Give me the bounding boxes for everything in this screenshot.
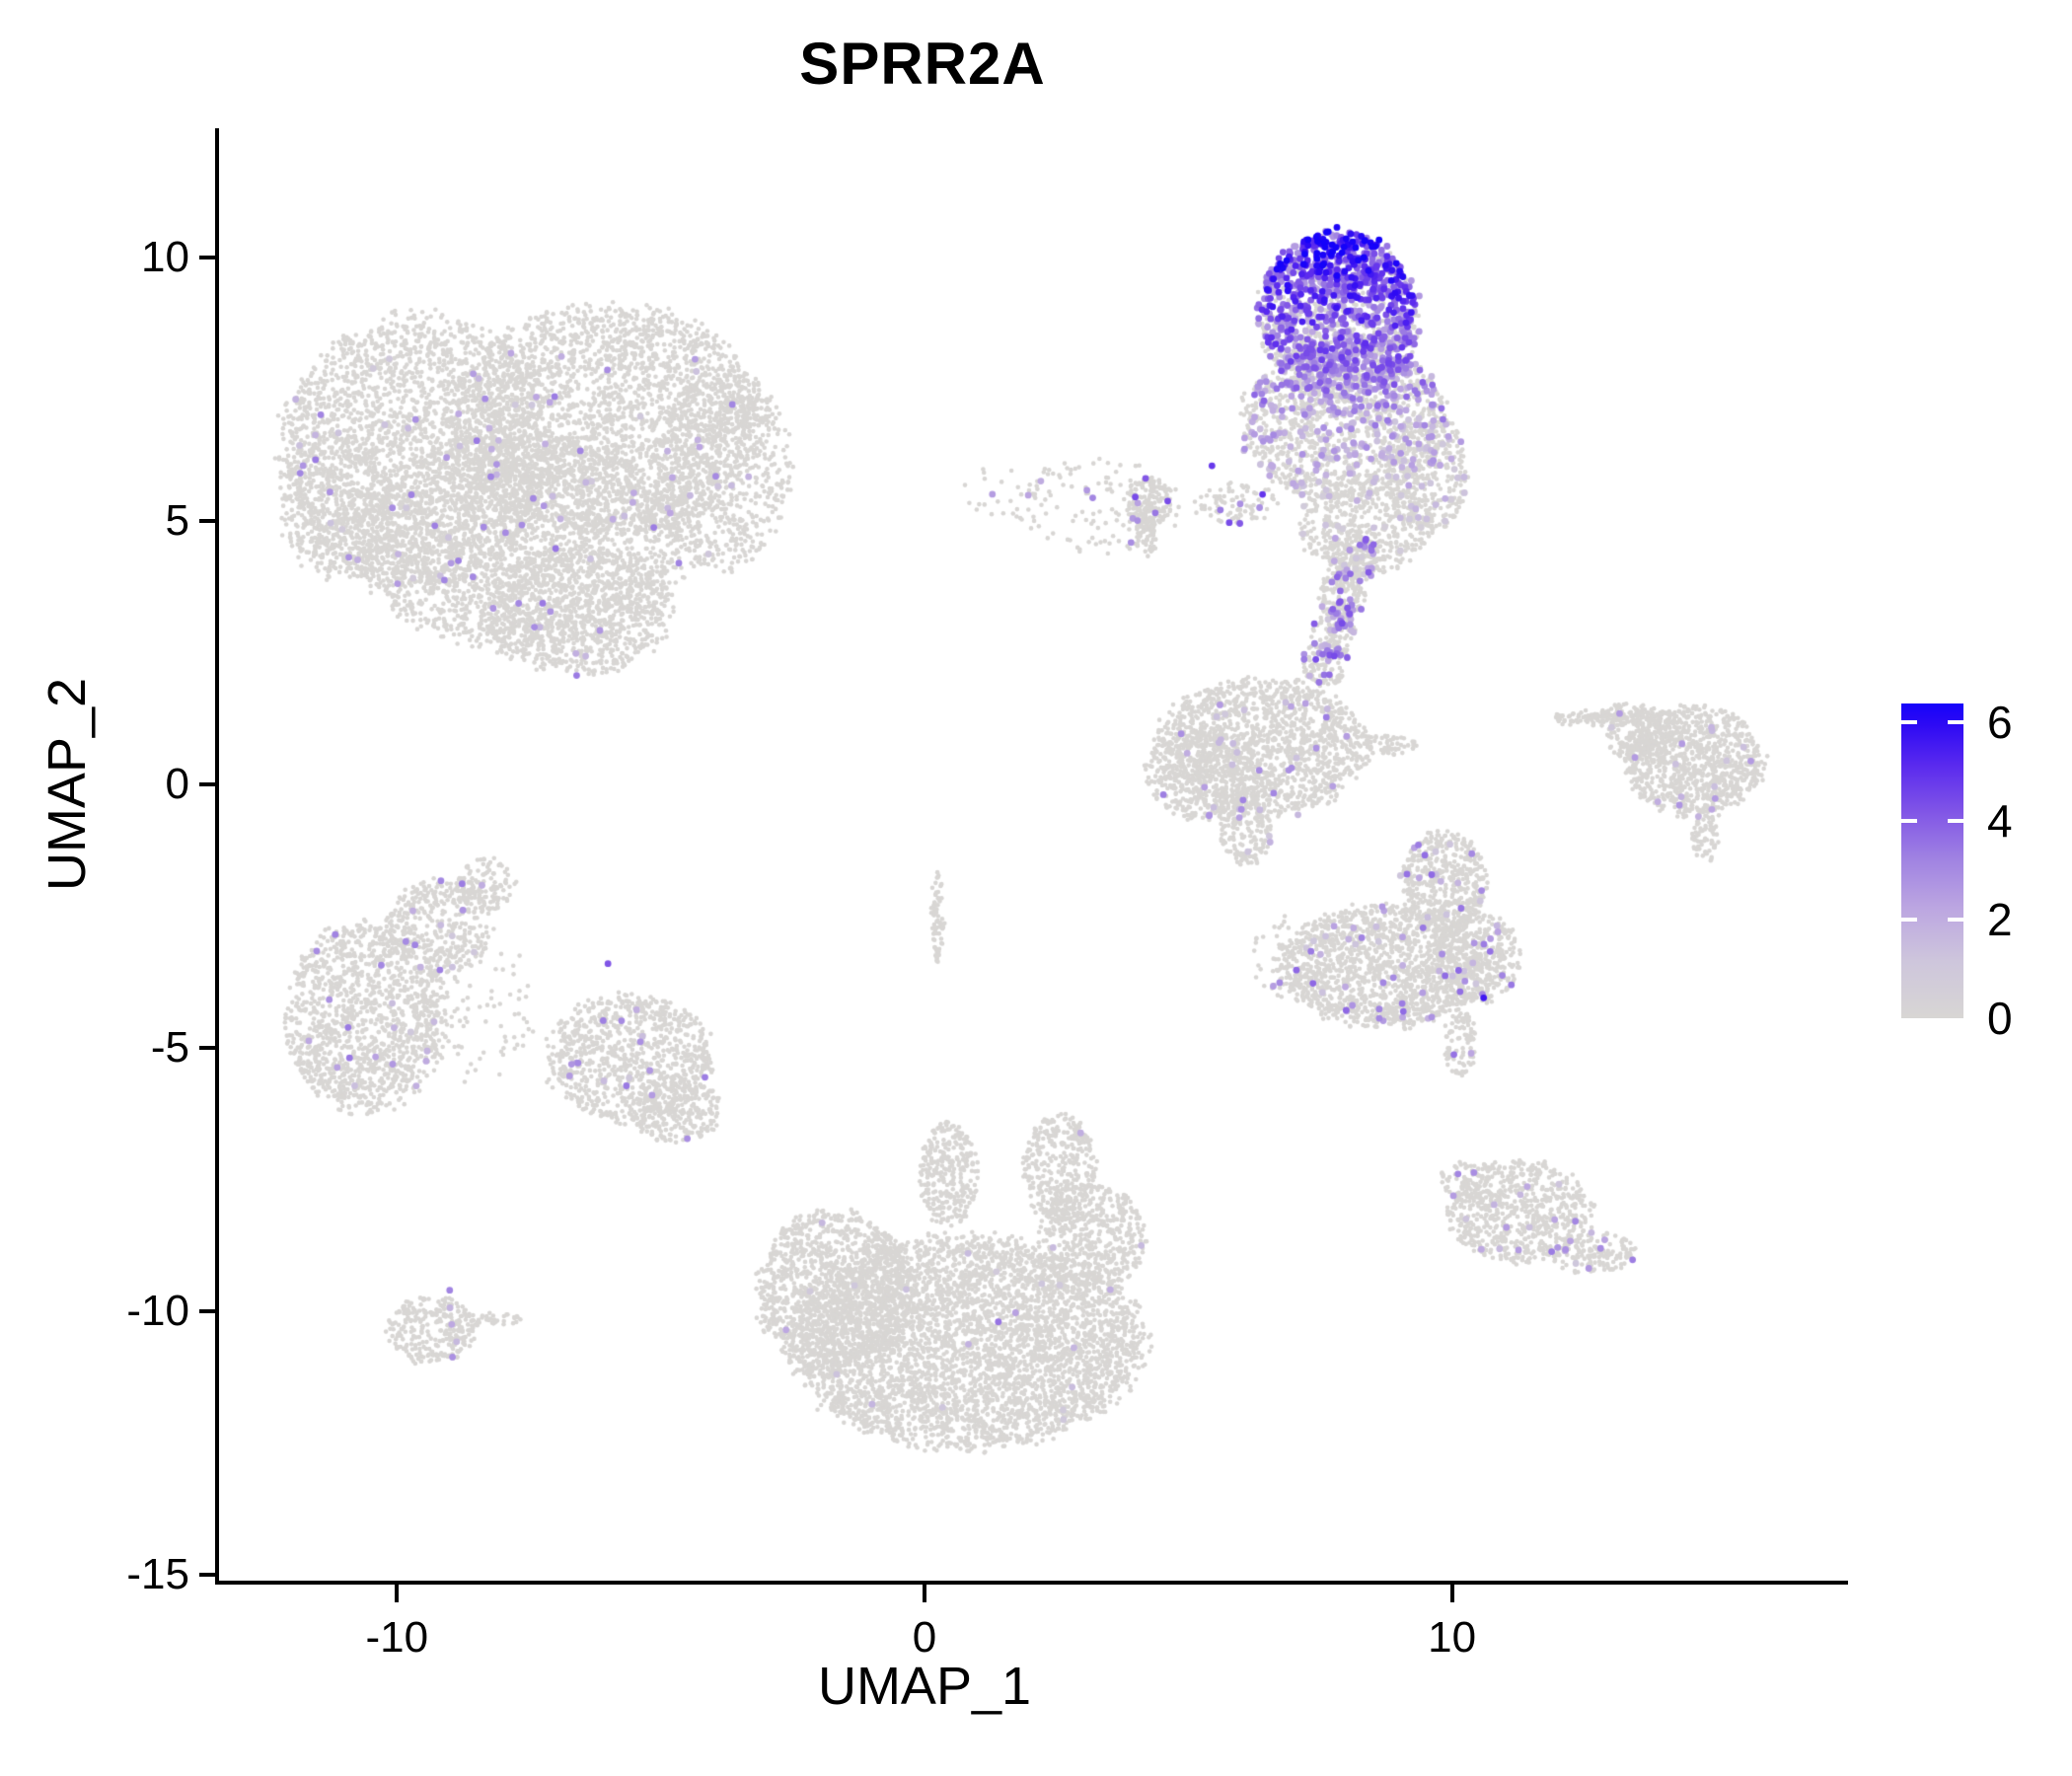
y-tick-label: -10 [126, 1287, 189, 1336]
expression-colorbar [1901, 703, 1963, 1018]
y-tick-mark [199, 1572, 217, 1577]
colorbar-tick-mark [1901, 720, 1917, 724]
colorbar-tick-mark [1948, 819, 1963, 823]
x-tick-mark [1449, 1585, 1454, 1602]
y-axis-line [215, 128, 219, 1585]
y-tick-label: 10 [141, 233, 189, 282]
y-tick-mark [199, 519, 217, 524]
colorbar-tick-label: 2 [1987, 894, 2013, 945]
x-tick-mark [395, 1585, 400, 1602]
x-tick-label: 10 [1428, 1613, 1477, 1662]
x-axis-title: UMAP_1 [817, 1657, 1032, 1716]
y-tick-label: -5 [150, 1023, 189, 1073]
x-tick-label: -10 [365, 1613, 429, 1662]
x-tick-mark [922, 1585, 926, 1602]
x-axis-line [215, 1581, 1848, 1585]
colorbar-tick-label: 4 [1987, 795, 2013, 847]
colorbar-tick-mark [1948, 720, 1963, 724]
colorbar-tick-mark [1948, 918, 1963, 922]
y-tick-mark [199, 1046, 217, 1051]
colorbar-tick-label: 0 [1987, 993, 2013, 1044]
colorbar-tick-mark [1901, 918, 1917, 922]
y-tick-label: 0 [165, 760, 189, 809]
plot-title: SPRR2A [799, 31, 1046, 97]
y-tick-label: -15 [126, 1549, 189, 1598]
y-tick-mark [199, 256, 217, 260]
x-tick-label: 0 [912, 1613, 937, 1662]
y-axis-title: UMAP_2 [37, 677, 97, 892]
y-tick-mark [199, 782, 217, 787]
y-tick-label: 5 [165, 496, 189, 546]
colorbar-tick-mark [1901, 819, 1917, 823]
colorbar-tick-label: 6 [1987, 697, 2013, 748]
y-tick-mark [199, 1309, 217, 1314]
